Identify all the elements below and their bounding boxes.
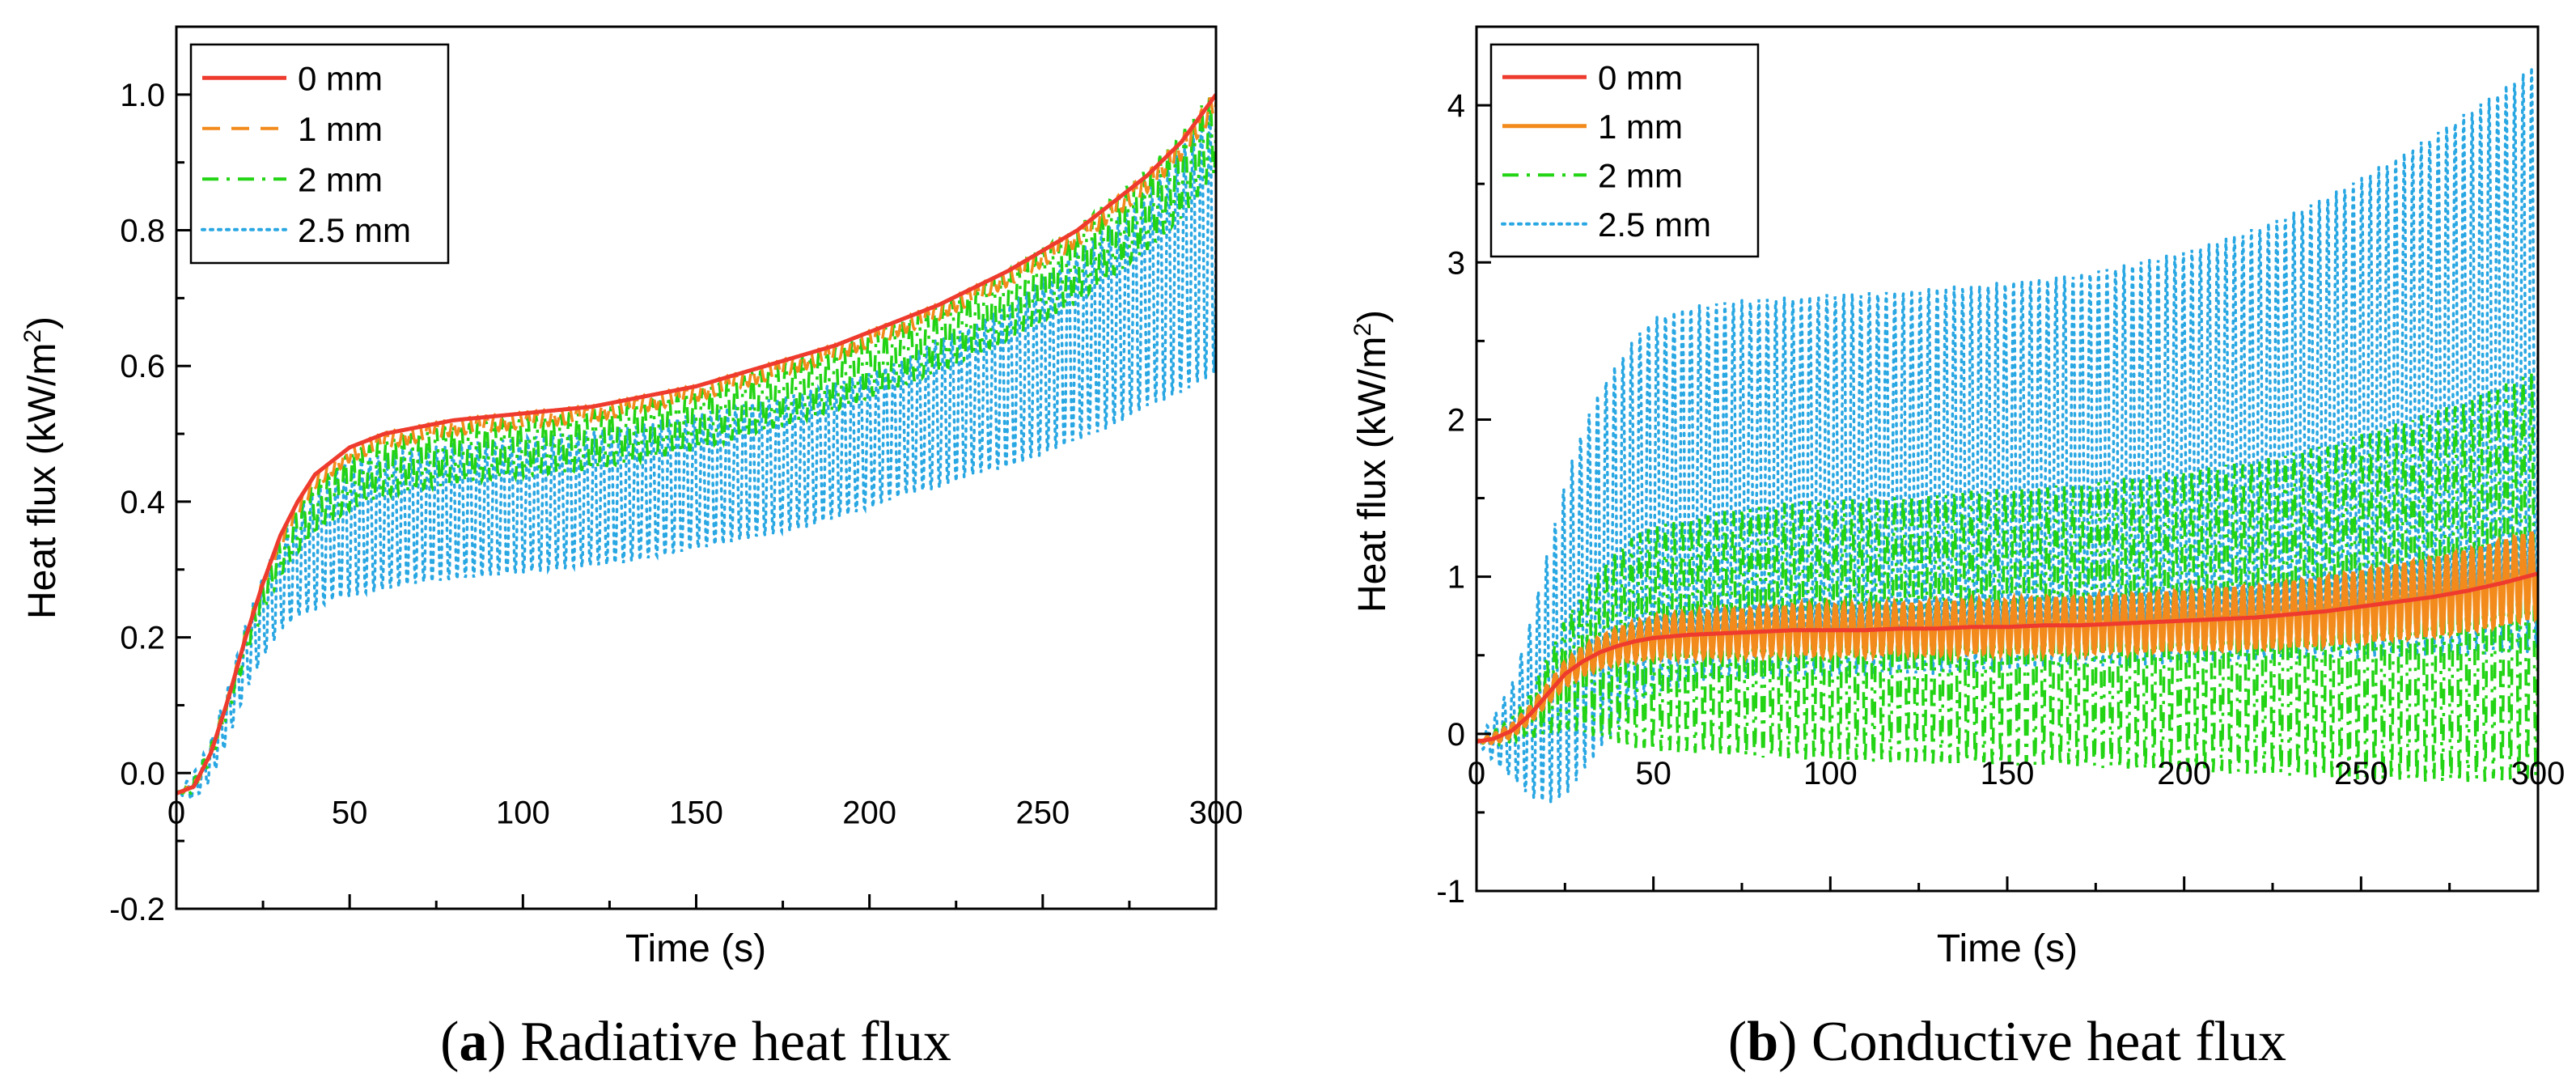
panel-b-caption-letter: b — [1747, 1011, 1778, 1073]
panel-b-legend-box — [1489, 43, 1760, 258]
panel-b-ticks: 0 50 100 150 200 250 300 -1 0 1 2 3 4 — [1436, 88, 2565, 910]
panel-a-x-tick-label: 250 — [1015, 795, 1070, 830]
panel-b-caption: (b) Conductive heat flux — [1728, 1011, 2286, 1073]
panel-b-y-tick-label: -1 — [1436, 874, 1465, 910]
panel-b-legend-label: 2 mm — [1598, 156, 1683, 194]
panel-a-radiative: 0 50 100 150 200 250 300 -0.2 0.0 0.2 0.4 0.6 0.8 1.0… — [19, 25, 1243, 1073]
panel-a-x-axis-label: Time (s) — [625, 927, 766, 970]
panel-b-y-tick-label: 0 — [1447, 717, 1465, 753]
panel-a-caption-letter: a — [459, 1011, 487, 1073]
panel-b-x-tick-label: 50 — [1635, 756, 1671, 791]
panel-b-x-tick-label: 200 — [2157, 756, 2211, 791]
panel-a-legend-box — [189, 43, 450, 265]
panel-a-y-tick-label: 1.0 — [120, 78, 165, 113]
panel-b-x-tick-label: 250 — [2334, 756, 2388, 791]
panel-b-y-axis-label-sup: 2 — [1349, 323, 1376, 337]
panel-b-caption-open: ( — [1728, 1011, 1747, 1073]
panel-b-conductive: 0 50 100 150 200 250 300 -1 0 1 2 3 4 Time (s) Heat … — [1349, 25, 2565, 1073]
panel-a-x-tick-label: 200 — [842, 795, 896, 830]
panel-a-series-group — [176, 93, 1216, 802]
panel-b-x-tick-label: 0 — [1468, 756, 1485, 791]
panel-a-y-tick-label: 0.8 — [120, 214, 165, 249]
panel-a-legend-label: 0 mm — [298, 59, 383, 97]
panel-a-x-tick-label: 300 — [1189, 795, 1244, 830]
panel-b-legend-label: 0 mm — [1598, 58, 1683, 96]
panel-a-x-tick-label: 150 — [669, 795, 723, 830]
panel-b-series-group — [1477, 67, 2538, 804]
panel-a-series-0-mmline — [176, 93, 1216, 795]
panel-b-y-axis-label-main: Heat flux (kW/m — [1351, 337, 1394, 613]
panel-b-x-tick-label: 150 — [1981, 756, 2035, 791]
panel-a-x-tick-label: 0 — [167, 795, 185, 830]
panel-b-series-0-mmline — [1477, 571, 2538, 744]
panel-b-y-tick-label: 1 — [1447, 560, 1465, 596]
panel-a-legend: 0 mm 1 mm 2 mm 2.5 mm — [189, 43, 450, 265]
panel-a-caption-close: ) — [487, 1011, 520, 1073]
panel-b-y-tick-label: 3 — [1447, 245, 1465, 281]
panel-b-caption-text: Conductive heat flux — [1811, 1011, 2286, 1073]
panel-a-y-tick-label: 0.4 — [120, 485, 165, 520]
panel-a-ticks: 0 50 100 150 200 250 300 -0.2 0.0 0.2 0.4 0.6 0.8 1.0 — [109, 78, 1243, 927]
panel-a-y-tick-label: 0.2 — [120, 621, 165, 656]
panel-a-caption-text: Radiative heat flux — [520, 1011, 951, 1073]
panel-b-legend: 0 mm 1 mm 2 mm 2.5 mm — [1489, 43, 1760, 258]
panel-a-caption: (a) Radiative heat flux — [440, 1011, 951, 1073]
panel-b-x-axis-label: Time (s) — [1937, 927, 2078, 970]
panel-b-x-tick-label: 300 — [2511, 756, 2565, 791]
panel-a-y-tick-label: 0.6 — [120, 349, 165, 384]
panel-b-legend-label: 1 mm — [1598, 108, 1683, 146]
panel-b-series-2-5-mmline — [1477, 67, 2538, 804]
panel-a-y-axis-label: Heat flux (kW/m2) — [19, 316, 64, 619]
panel-a-y-tick-label: -0.2 — [109, 892, 165, 927]
panel-b-x-tick-label: 100 — [1803, 756, 1858, 791]
panel-a-x-tick-label: 100 — [496, 795, 550, 830]
panel-a-series-1-mmline — [176, 96, 1216, 795]
panel-b-y-tick-label: 4 — [1447, 88, 1465, 124]
panel-a-series-2-5-mmline — [176, 110, 1216, 802]
panel-a-y-axis-label-end: ) — [21, 316, 64, 329]
panel-b-caption-close: ) — [1778, 1011, 1811, 1073]
panel-a-legend-label: 2 mm — [298, 160, 383, 198]
panel-b-legend-label: 2.5 mm — [1598, 206, 1711, 244]
panel-a-caption-open: ( — [440, 1011, 459, 1073]
panel-b-y-axis-label-end: ) — [1351, 310, 1394, 323]
panel-a-y-axis-label-main: Heat flux (kW/m — [21, 343, 64, 619]
panel-a-legend-label: 1 mm — [298, 110, 383, 148]
panel-a-y-tick-label: 0.0 — [120, 756, 165, 791]
panel-b-y-axis-label: Heat flux (kW/m2) — [1349, 310, 1394, 613]
panel-a-y-axis-label-sup: 2 — [19, 329, 46, 343]
panel-a-x-tick-label: 50 — [332, 795, 368, 830]
panel-a-legend-label: 2.5 mm — [298, 211, 411, 249]
panel-b-y-tick-label: 2 — [1447, 402, 1465, 438]
